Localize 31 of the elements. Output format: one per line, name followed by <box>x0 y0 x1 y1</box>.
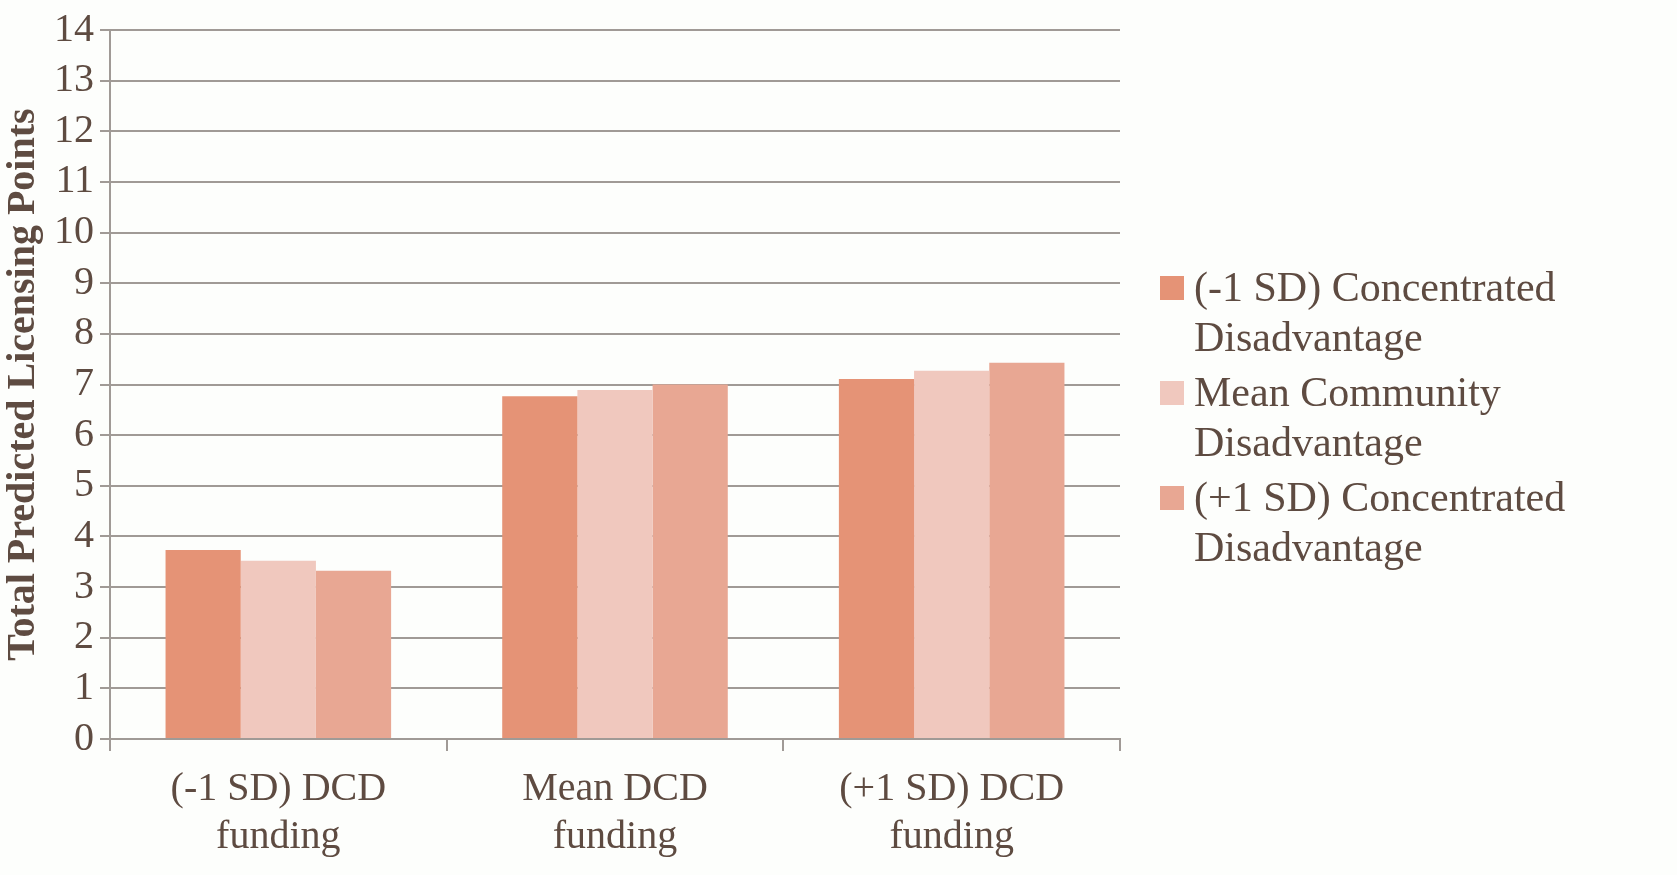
y-tick-label: 9 <box>74 257 94 303</box>
y-tick-label: 11 <box>55 156 94 202</box>
y-tick-label: 12 <box>54 105 94 151</box>
y-tick-label: 7 <box>74 359 94 404</box>
bar <box>838 378 915 738</box>
bar <box>652 384 728 738</box>
bar <box>577 390 653 738</box>
y-tick-label: 2 <box>74 612 94 658</box>
y-tick-label: 6 <box>74 409 94 455</box>
y-tick-label: 1 <box>74 662 94 708</box>
bar <box>502 396 578 738</box>
bar <box>165 550 241 738</box>
x-tick-label: Mean DCD funding <box>522 763 708 857</box>
legend-label: (+1 SD) Concentrated Disadvantage <box>1194 472 1567 572</box>
x-tick-label: (+1 SD) DCD funding <box>839 763 1065 857</box>
bar <box>315 570 392 738</box>
y-tick-label: 5 <box>74 460 94 506</box>
bar <box>240 560 316 738</box>
y-tick-label: 14 <box>54 4 94 50</box>
bar <box>989 362 1065 738</box>
y-tick-label: 0 <box>74 713 94 759</box>
y-tick-label: 10 <box>54 207 94 253</box>
y-tick-label: 4 <box>74 510 94 556</box>
y-tick-label: 8 <box>74 308 94 354</box>
y-tick-label: 3 <box>74 561 94 607</box>
y-axis-title: Total Predicted Licensing Points <box>0 108 44 661</box>
x-tick-label: (-1 SD) DCD funding <box>170 763 387 857</box>
y-tick-label: 13 <box>54 55 94 101</box>
bar <box>914 370 990 738</box>
legend-label: (-1 SD) Concentrated Disadvantage <box>1194 263 1557 363</box>
legend-label: Mean Community Disadvantage <box>1194 367 1502 468</box>
